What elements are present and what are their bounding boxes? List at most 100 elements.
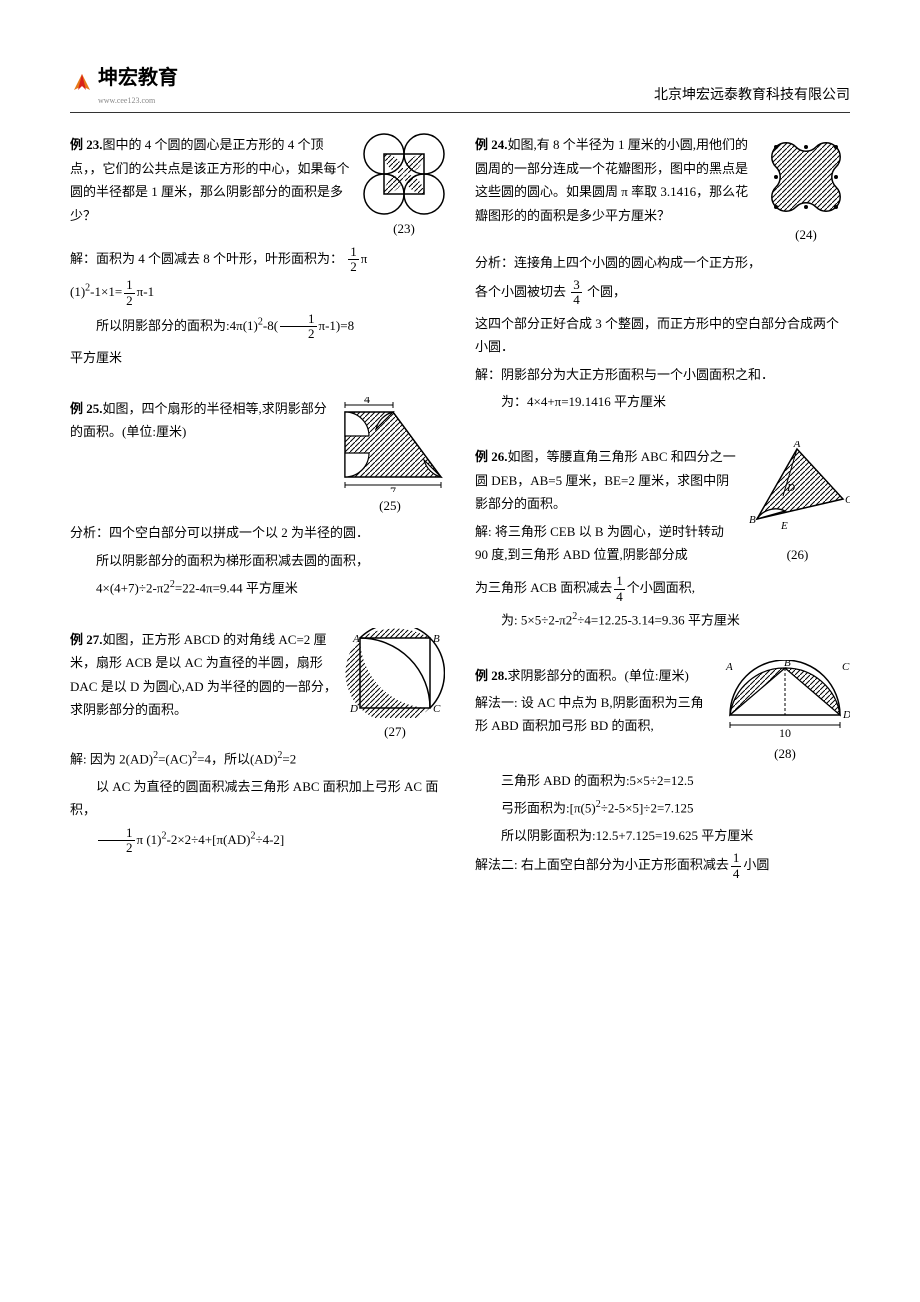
- p23-f1d: 2: [348, 260, 359, 274]
- logo-text: 坤宏教育: [98, 67, 178, 89]
- p24-sol2: 这四个部分正好合成 3 个整圆，而正方形中的空白部分合成两个小圆．: [475, 312, 850, 359]
- svg-text:A: A: [793, 441, 801, 450]
- problem-28-text: 例 28.求阴影部分的面积。(单位:厘米) 解法一: 设 AC 中点为 B,阴影…: [475, 660, 712, 742]
- svg-text:D: D: [842, 709, 850, 721]
- fignum-28: (28): [720, 742, 850, 765]
- p23-title: 例 23.: [70, 137, 103, 152]
- p24-fn: 3: [571, 278, 582, 293]
- problem-24-text: 例 24.如图,有 8 个半径为 1 厘米的小圆,用他们的圆周的一部分连成一个花…: [475, 133, 754, 227]
- svg-text:C: C: [845, 494, 850, 506]
- p23-s1a: 解：面积为 4 个圆减去 8 个叶形，叶形面积为：: [70, 251, 343, 266]
- svg-text:C: C: [842, 661, 850, 673]
- p23-f3n: 1: [280, 312, 317, 327]
- p27-title: 例 27.: [70, 632, 103, 647]
- p26-fn: 1: [614, 574, 625, 589]
- figure-27: A B C D (27): [345, 628, 445, 743]
- p23-s1b: π: [361, 251, 368, 266]
- svg-text:B: B: [784, 660, 791, 669]
- figure-25: 4 7 (25): [335, 397, 445, 517]
- problem-27-head: 例 27.如图，正方形 ABCD 的对角线 AC=2 厘米，扇形 ACB 是以 …: [70, 628, 445, 743]
- problem-28-head: 例 28.求阴影部分的面积。(单位:厘米) 解法一: 设 AC 中点为 B,阴影…: [475, 660, 850, 765]
- fignum-25: (25): [335, 494, 445, 517]
- p26-title: 例 26.: [475, 449, 508, 464]
- svg-text:D: D: [349, 703, 358, 715]
- svg-text:C: C: [433, 703, 441, 715]
- svg-text:D: D: [786, 482, 795, 494]
- problem-26-head: 例 26.如图，等腰直角三角形 ABC 和四分之一圆 DEB，AB=5 厘米，B…: [475, 441, 850, 570]
- problem-28: 例 28.求阴影部分的面积。(单位:厘米) 解法一: 设 AC 中点为 B,阴影…: [475, 660, 850, 881]
- p28-s2b: ÷2-5×5]÷2=7.125: [601, 801, 694, 816]
- p27-s1c: =4，所以: [197, 752, 250, 767]
- figure-24: (24): [762, 133, 850, 246]
- p28-sol4: 解法二: 右上面空白部分为小正方形面积减去14小圆: [475, 851, 850, 881]
- p28-frac: 14: [731, 851, 742, 881]
- logo-icon: [70, 72, 94, 96]
- p24-title: 例 24.: [475, 137, 508, 152]
- p24-sol3: 解：阴影部分为大正方形面积与一个小圆面积之和．: [475, 363, 850, 386]
- p24-s1b: 个圆，: [587, 284, 626, 299]
- p23-onesq: (1): [70, 284, 85, 299]
- p27-body: 如图，正方形 ABCD 的对角线 AC=2 厘米，扇形 ACB 是以 AC 为直…: [70, 632, 337, 717]
- logo-sub: www.cee123.com: [98, 94, 178, 108]
- p23-f1n: 1: [348, 245, 359, 260]
- p27-ad1: (AD): [126, 752, 153, 767]
- fignum-23: (23): [363, 217, 445, 240]
- p23-frac1: 12: [348, 245, 359, 275]
- p28-s4b: 小圆: [743, 857, 769, 872]
- p23-s1c: -1×1=: [90, 284, 122, 299]
- p28-s4a: 解法二: 右上面空白部分为小正方形面积减去: [475, 857, 729, 872]
- p27-sol3: 12π (1)2-2×2÷4+[π(AD)2÷4-2]: [70, 826, 445, 856]
- p27-s1a: 解: 因为 2: [70, 752, 126, 767]
- p23-onesq2: (1): [243, 318, 258, 333]
- problem-24: 例 24.如图,有 8 个半径为 1 厘米的小圆,用他们的圆周的一部分连成一个花…: [475, 133, 850, 413]
- p27-fn: 1: [98, 826, 135, 841]
- p25-body: 如图，四个扇形的半径相等,求阴影部分的面积。(单位:厘米): [70, 401, 327, 439]
- p28-sol2: 弓形面积为:[π(5)2÷2-5×5]÷2=7.125: [475, 796, 850, 820]
- p26-body: 如图，等腰直角三角形 ABC 和四分之一圆 DEB，AB=5 厘米，BE=2 厘…: [475, 449, 736, 511]
- p25-title: 例 25.: [70, 401, 103, 416]
- problem-23-head: 例 23.图中的 4 个圆的圆心是正方形的 4 个顶点，，它们的公共点是该正方形…: [70, 133, 445, 240]
- p26-s2b: ÷4=12.25-3.14=9.36 平方厘米: [577, 612, 740, 627]
- p28-sol3: 所以阴影面积为:12.5+7.125=19.625 平方厘米: [475, 824, 850, 847]
- p27-s1d: =2: [282, 752, 296, 767]
- p26-s1b: 个小圆面积,: [627, 580, 695, 595]
- p25-top-dim: 4: [364, 397, 370, 406]
- p28-body: 求阴影部分的面积。(单位:厘米): [508, 668, 689, 683]
- problem-27: 例 27.如图，正方形 ABCD 的对角线 AC=2 厘米，扇形 ACB 是以 …: [70, 628, 445, 855]
- p27-s3c: ÷4-2]: [255, 832, 284, 847]
- p27-sol1: 解: 因为 2(AD)2=(AC)2=4，所以(AD)2=2: [70, 747, 445, 771]
- svg-text:A: A: [725, 661, 733, 673]
- p28-title: 例 28.: [475, 668, 508, 683]
- p26-s1a: 为三角形 ACB 面积减去: [475, 580, 612, 595]
- p27-sol2: 以 AC 为直径的圆面积减去三角形 ABC 面积加上弓形 AC 面积，: [70, 775, 445, 822]
- company-name: 北京坤宏远泰教育科技有限公司: [654, 83, 850, 108]
- p27-onesq: (1): [146, 832, 161, 847]
- p26-sol1: 为三角形 ACB 面积减去14个小圆面积,: [475, 574, 850, 604]
- header: 坤宏教育 www.cee123.com 北京坤宏远泰教育科技有限公司: [70, 60, 850, 113]
- p27-s3a: π: [137, 832, 144, 847]
- p23-f2n: 1: [124, 278, 135, 293]
- p23-frac2: 12: [124, 278, 135, 308]
- fignum-26: (26): [745, 543, 850, 566]
- fignum-27: (27): [345, 720, 445, 743]
- logo: 坤宏教育 www.cee123.com: [70, 60, 178, 108]
- p28-fn: 1: [731, 851, 742, 866]
- fignum-24: (24): [762, 223, 850, 246]
- p28-five: (5): [581, 801, 596, 816]
- p24-s1a: 各个小圆被切去: [475, 284, 566, 299]
- p27-s3b: -2×2÷4+[π: [167, 832, 224, 847]
- p25-s2b: =22-4π=9.44 平方厘米: [175, 580, 298, 595]
- p23-f2d: 2: [124, 294, 135, 308]
- problem-25-head: 例 25.如图，四个扇形的半径相等,求阴影部分的面积。(单位:厘米): [70, 397, 445, 517]
- p27-fd: 2: [98, 841, 135, 855]
- p28-s2a: 弓形面积为:[π: [501, 801, 581, 816]
- p23-f3d: 2: [280, 327, 317, 341]
- problem-23: 例 23.图中的 4 个圆的圆心是正方形的 4 个顶点，，它们的公共点是该正方形…: [70, 133, 445, 369]
- p25-bot-dim: 7: [390, 484, 396, 492]
- p25-sol1: 所以阴影部分的面积为梯形面积减去圆的面积，: [70, 549, 445, 572]
- problem-23-text: 例 23.图中的 4 个圆的圆心是正方形的 4 个顶点，，它们的公共点是该正方形…: [70, 133, 355, 227]
- problem-25: 例 25.如图，四个扇形的半径相等,求阴影部分的面积。(单位:厘米): [70, 397, 445, 600]
- p26-body2: 解: 将三角形 CEB 以 B 为圆心，逆时针转动 90 度,到三角形 ABD …: [475, 520, 737, 567]
- problem-26: 例 26.如图，等腰直角三角形 ABC 和四分之一圆 DEB，AB=5 厘米，B…: [475, 441, 850, 631]
- logo-text-block: 坤宏教育 www.cee123.com: [98, 60, 178, 108]
